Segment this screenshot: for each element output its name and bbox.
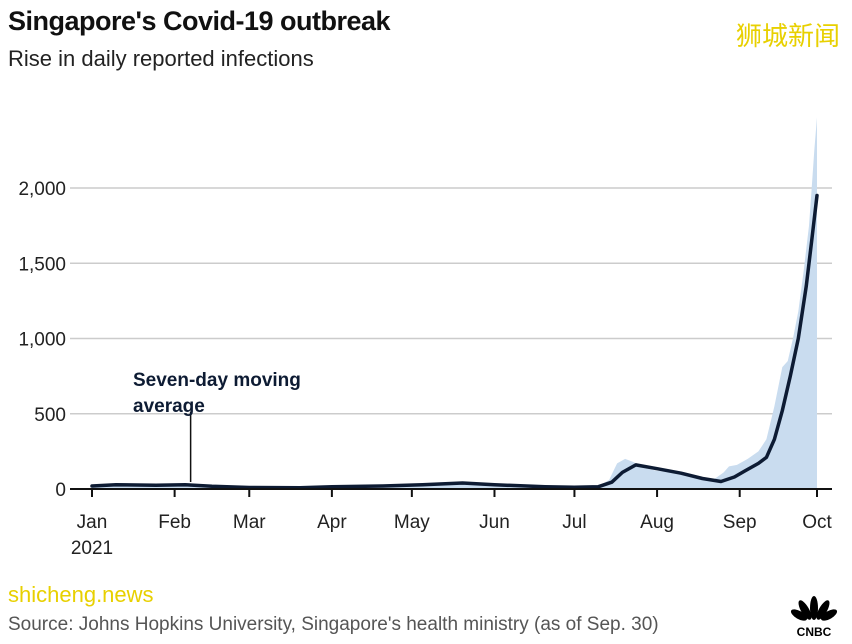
cnbc-logo: CNBC xyxy=(790,596,838,638)
x-tick-label: Sep xyxy=(723,512,757,533)
x-tick-label: Aug xyxy=(640,512,674,533)
svg-text:CNBC: CNBC xyxy=(797,625,832,638)
annotation-label: average xyxy=(133,396,205,417)
watermark-top: 狮城新闻 xyxy=(735,22,840,52)
x-tick-label: Feb xyxy=(158,512,191,533)
y-tick-label: 1,500 xyxy=(18,254,66,275)
chart-subtitle: Rise in daily reported infections xyxy=(8,46,314,71)
y-tick-label: 0 xyxy=(55,480,66,501)
watermark-bottom: shicheng.news xyxy=(8,582,154,607)
x-tick-label: May xyxy=(394,512,430,533)
y-tick-label: 1,000 xyxy=(18,330,66,351)
x-tick-label: Jul xyxy=(562,512,586,533)
daily-infections-area xyxy=(92,117,817,490)
chart-title: Singapore's Covid-19 outbreak xyxy=(8,6,391,36)
x-tick-label: Apr xyxy=(317,512,347,533)
y-tick-label: 2,000 xyxy=(18,179,66,200)
source-note: Source: Johns Hopkins University, Singap… xyxy=(8,614,659,635)
chart: 0 500 1,000 1,500 2,000 Jan Feb Mar Apr May Jun Jul… xyxy=(18,117,832,559)
x-tick-label: Mar xyxy=(233,512,266,533)
annotation-label: Seven-day moving xyxy=(133,370,301,391)
x-tick-label: Jan xyxy=(77,512,108,533)
y-tick-label: 500 xyxy=(34,405,66,426)
moving-average-line xyxy=(90,193,819,490)
x-tick-label: Oct xyxy=(802,512,832,533)
x-tick-label: Jun xyxy=(479,512,510,533)
year-label: 2021 xyxy=(71,538,113,559)
